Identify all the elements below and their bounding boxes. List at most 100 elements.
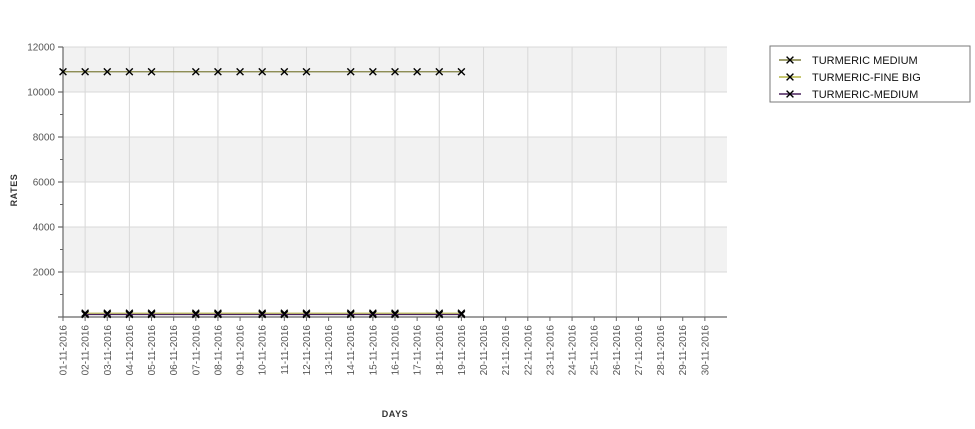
data-point-marker bbox=[457, 310, 466, 319]
x-tick-label: 20-11-2016 bbox=[479, 325, 490, 376]
series-2 bbox=[81, 310, 466, 319]
x-axis bbox=[62, 316, 727, 321]
x-tick-label: 11-11-2016 bbox=[280, 325, 291, 375]
data-point-marker bbox=[346, 309, 355, 318]
x-tick-label: 07-11-2016 bbox=[191, 325, 202, 376]
data-point-marker bbox=[191, 67, 200, 76]
data-point-marker bbox=[214, 309, 222, 318]
data-point-marker bbox=[302, 309, 311, 318]
x-tick-label: 08-11-2016 bbox=[213, 325, 224, 376]
data-point-marker bbox=[391, 309, 399, 318]
x-tick-label: 23-11-2016 bbox=[545, 325, 556, 376]
x-tick-label: 19-11-2016 bbox=[457, 325, 468, 376]
x-tick-label: 30-11-2016 bbox=[700, 325, 711, 376]
data-point-marker bbox=[391, 310, 399, 319]
legend-item-0[interactable]: TURMERIC MEDIUM bbox=[779, 55, 918, 67]
data-point-marker bbox=[368, 310, 377, 319]
data-point-marker bbox=[280, 310, 289, 319]
y-axis bbox=[58, 46, 64, 318]
data-point-marker bbox=[81, 310, 90, 319]
data-point-marker bbox=[147, 309, 156, 318]
data-point-marker bbox=[391, 67, 399, 76]
x-tick-label: 22-11-2016 bbox=[523, 325, 534, 376]
x-tick-label: 15-11-2016 bbox=[368, 325, 379, 376]
x-tick-label: 02-11-2016 bbox=[81, 325, 92, 376]
x-tick-label: 06-11-2016 bbox=[169, 325, 180, 376]
x-tick-label: 26-11-2016 bbox=[612, 325, 623, 376]
y-tick-label: 10000 bbox=[27, 88, 55, 99]
x-tick-labels: 01-11-2016 02-11-2016 03-11-2016 04-11-2016… bbox=[59, 325, 712, 376]
x-tick-label: 24-11-2016 bbox=[568, 325, 579, 376]
series-0 bbox=[59, 67, 466, 76]
data-point-marker bbox=[435, 67, 444, 76]
y-tick-label: 12000 bbox=[27, 43, 55, 54]
x-tick-label: 21-11-2016 bbox=[501, 325, 512, 376]
data-point-marker bbox=[103, 310, 112, 319]
x-axis-title: DAYS bbox=[382, 409, 409, 419]
x-tick-label: 09-11-2016 bbox=[236, 325, 247, 376]
data-point-marker bbox=[435, 309, 444, 318]
x-tick-label: 25-11-2016 bbox=[590, 325, 601, 376]
x-tick-label: 05-11-2016 bbox=[147, 325, 158, 376]
data-point-marker bbox=[302, 67, 311, 76]
x-tick-label: 04-11-2016 bbox=[125, 325, 136, 376]
data-point-marker bbox=[191, 310, 200, 319]
x-tick-label: 12-11-2016 bbox=[302, 325, 313, 376]
x-tick-label: 18-11-2016 bbox=[435, 325, 446, 376]
data-point-marker bbox=[280, 309, 289, 318]
horizontal-gridlines bbox=[63, 46, 727, 273]
x-tick-label: 10-11-2016 bbox=[258, 325, 269, 376]
y-tick-label: 8000 bbox=[33, 133, 56, 144]
data-point-marker bbox=[258, 309, 267, 318]
data-point-marker bbox=[125, 310, 134, 319]
data-point-marker bbox=[236, 67, 244, 76]
y-tick-labels: 2000 4000 6000 8000 10000 12000 bbox=[27, 43, 55, 279]
legend-label: TURMERIC-MEDIUM bbox=[812, 89, 918, 101]
legend-label: TURMERIC MEDIUM bbox=[812, 55, 918, 67]
y-axis-title: RATES bbox=[9, 174, 19, 207]
data-point-marker bbox=[125, 67, 134, 76]
data-point-marker bbox=[302, 310, 311, 319]
x-tick-label: 01-11-2016 bbox=[59, 325, 70, 376]
data-point-marker bbox=[147, 310, 156, 319]
legend-item-1[interactable]: TURMERIC-FINE BIG bbox=[779, 72, 921, 84]
y-tick-label: 6000 bbox=[33, 178, 56, 189]
x-tick-label: 27-11-2016 bbox=[634, 325, 645, 376]
x-tick-label: 28-11-2016 bbox=[656, 325, 667, 376]
data-point-marker bbox=[81, 67, 90, 76]
y-tick-label: 4000 bbox=[33, 223, 56, 234]
x-tick-label: 29-11-2016 bbox=[678, 325, 689, 376]
data-point-marker bbox=[258, 310, 267, 319]
chart-legend[interactable]: TURMERIC MEDIUM TURMERIC-FINE BIG TURMERIC… bbox=[769, 45, 971, 103]
data-point-marker bbox=[59, 67, 67, 76]
x-tick-label: 03-11-2016 bbox=[103, 325, 114, 376]
data-point-marker bbox=[413, 67, 422, 76]
data-point-marker bbox=[346, 310, 355, 319]
data-point-marker bbox=[346, 67, 355, 76]
data-point-marker bbox=[280, 67, 289, 76]
data-point-marker bbox=[214, 310, 222, 319]
data-point-marker bbox=[103, 309, 112, 318]
legend-box bbox=[769, 45, 971, 103]
x-tick-label: 14-11-2016 bbox=[346, 325, 357, 376]
x-tick-label: 17-11-2016 bbox=[413, 325, 424, 376]
data-point-marker bbox=[81, 309, 90, 318]
data-point-marker bbox=[191, 309, 200, 318]
data-point-marker bbox=[368, 309, 377, 318]
data-point-marker bbox=[435, 310, 444, 319]
data-series-layer bbox=[59, 67, 466, 319]
series-1 bbox=[81, 309, 466, 318]
data-point-marker bbox=[258, 67, 267, 76]
data-point-marker bbox=[214, 67, 222, 76]
x-tick-label: 13-11-2016 bbox=[324, 325, 335, 376]
data-point-marker bbox=[125, 309, 134, 318]
data-point-marker bbox=[147, 67, 156, 76]
legend-label: TURMERIC-FINE BIG bbox=[812, 72, 921, 84]
data-point-marker bbox=[457, 309, 466, 318]
legend-item-2[interactable]: TURMERIC-MEDIUM bbox=[779, 89, 918, 101]
x-tick-label: 16-11-2016 bbox=[391, 325, 402, 376]
y-tick-label: 2000 bbox=[33, 268, 56, 279]
data-point-marker bbox=[103, 67, 112, 76]
